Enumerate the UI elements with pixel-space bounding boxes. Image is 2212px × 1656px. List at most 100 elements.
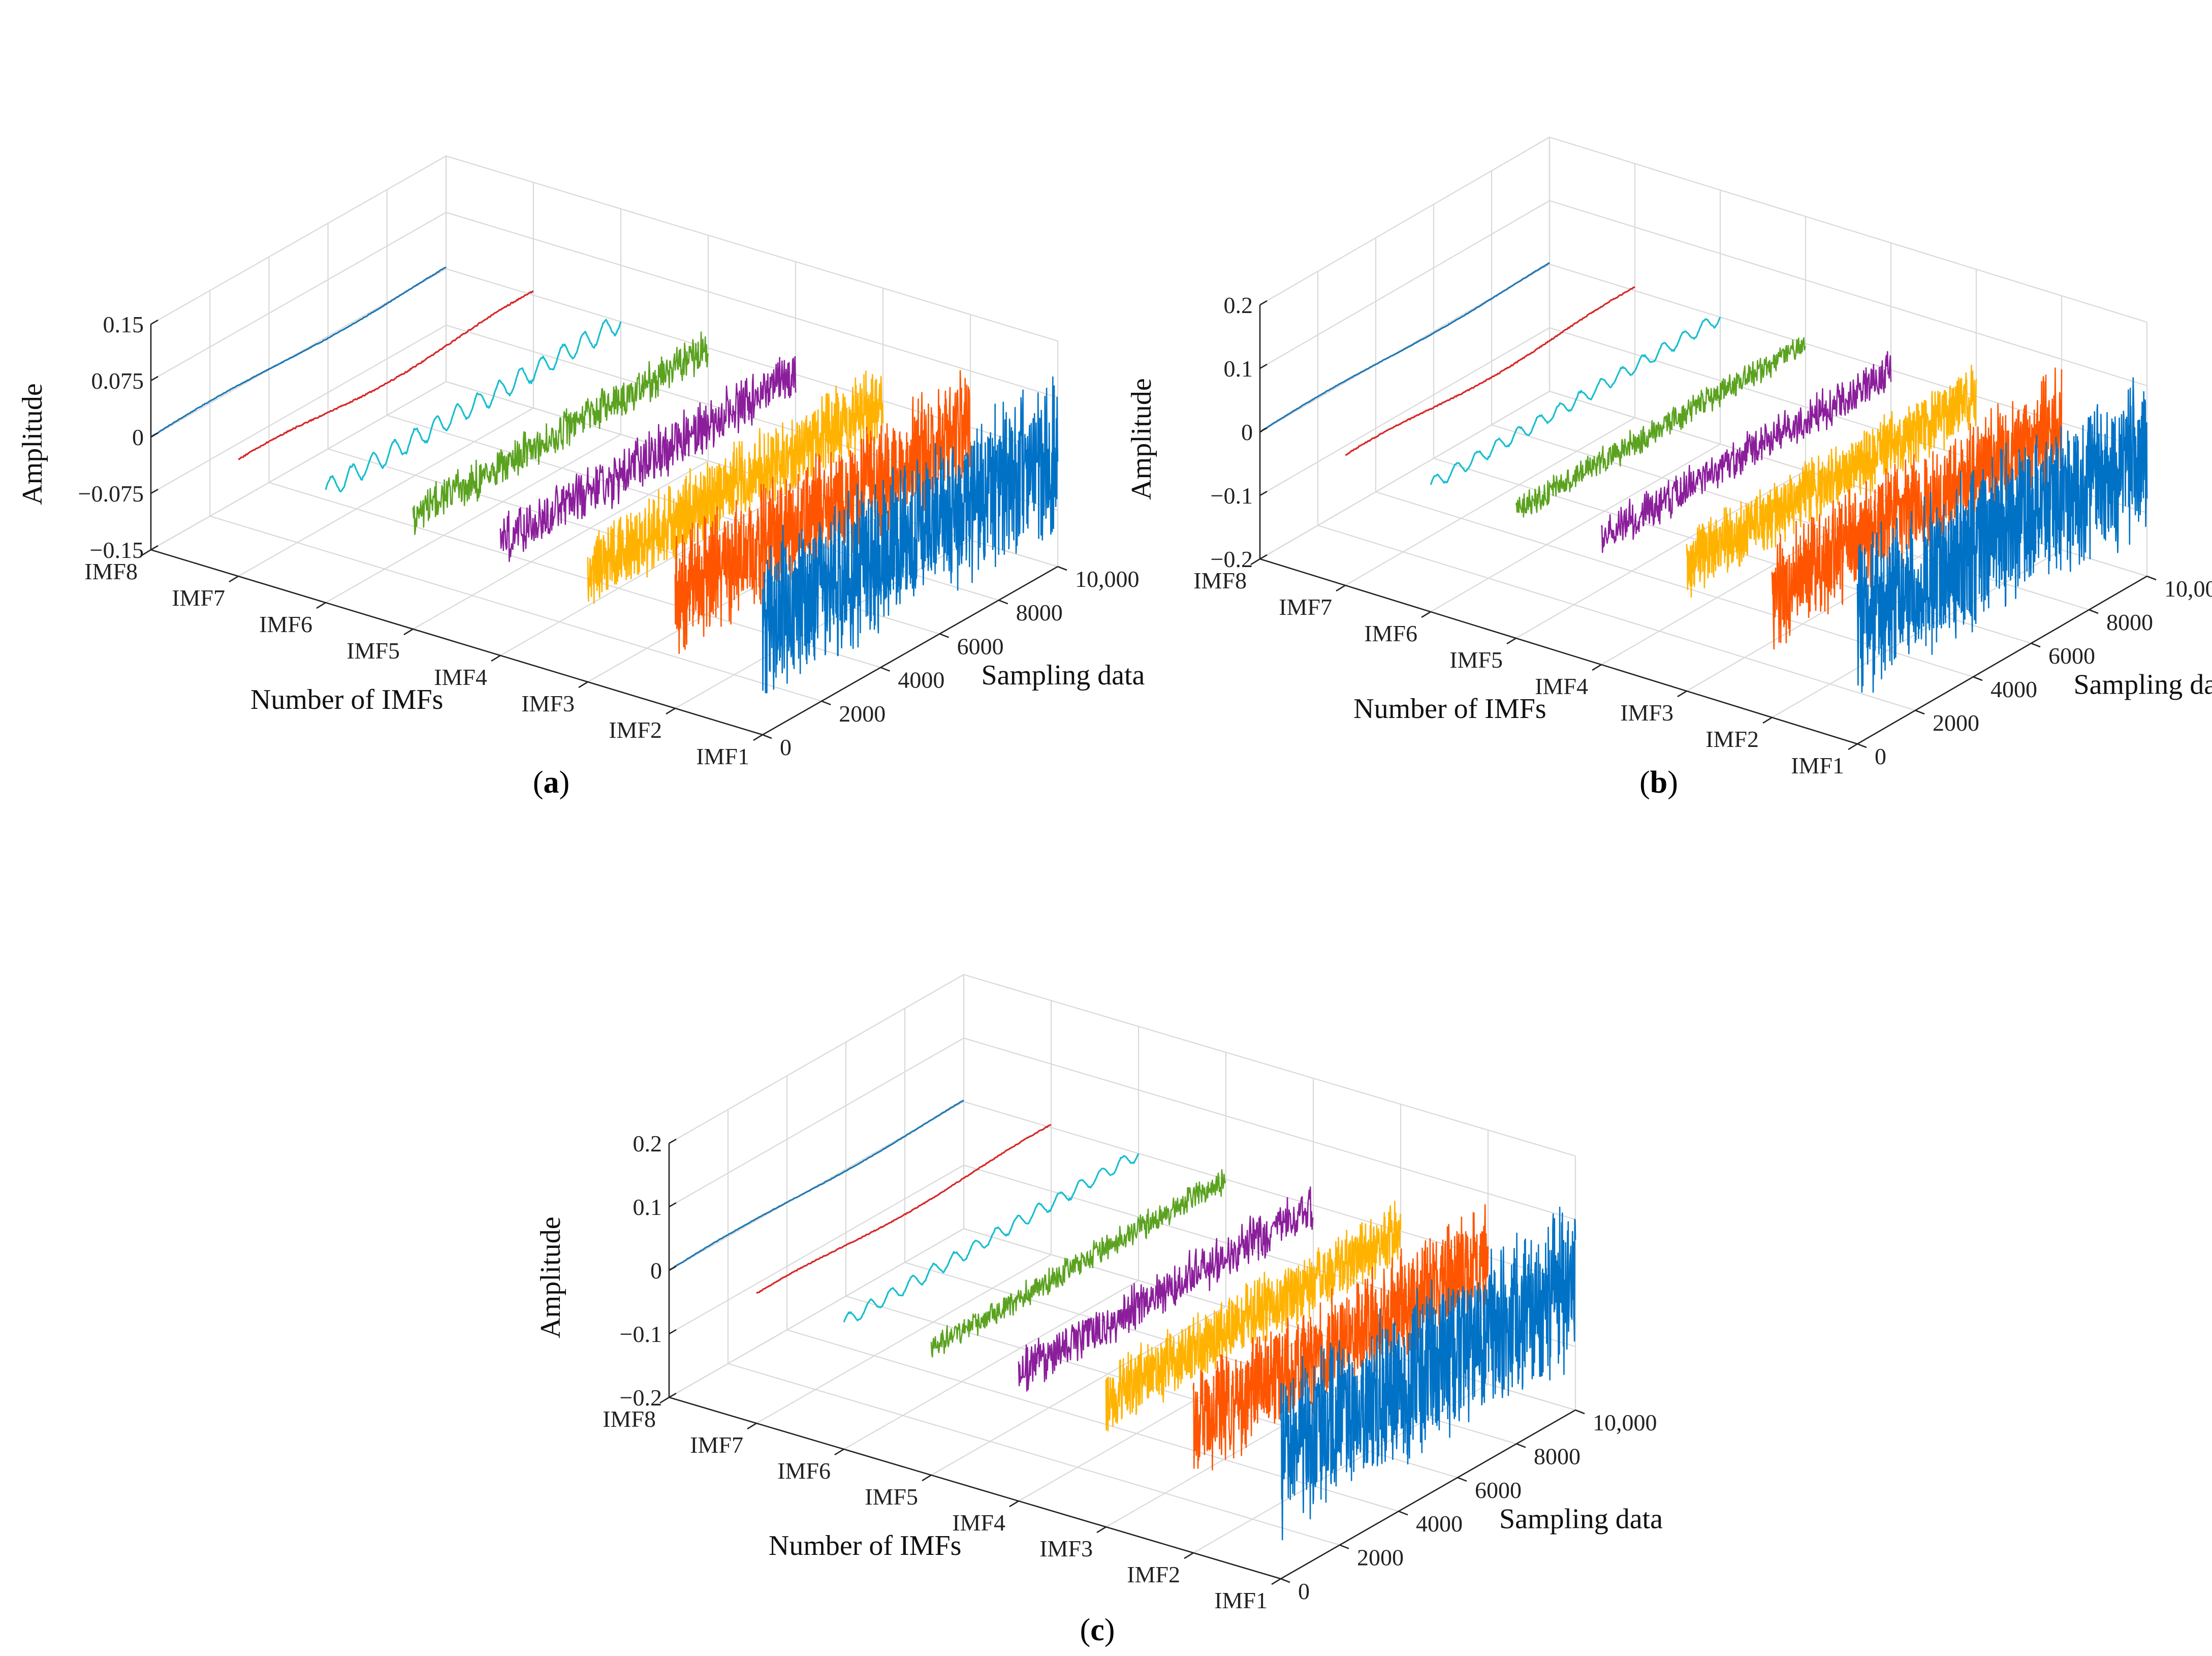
imf-tick (316, 602, 326, 609)
imf-tick (1096, 1526, 1107, 1534)
amplitude-tick (1259, 554, 1268, 560)
sampling-tick-label: 8000 (2106, 609, 2153, 635)
series-line-imf3 (1686, 364, 1977, 598)
imf-tick (1762, 716, 1773, 724)
sampling-tick-label: 4000 (1416, 1511, 1463, 1537)
panel-label-close: ) (1104, 1613, 1115, 1647)
series-line-imf5 (412, 331, 709, 535)
series-line-imf2 (1771, 367, 2063, 650)
sampling-tick-label: 2000 (1933, 710, 1979, 736)
amplitude-tick (150, 488, 159, 494)
imf-tick-label: IMF4 (1535, 673, 1588, 699)
sampling-tick-label: 0 (1875, 743, 1886, 769)
sampling-tick-label: 2000 (1357, 1545, 1404, 1571)
imf-tick (1421, 611, 1431, 618)
amplitude-tick (669, 1329, 677, 1335)
imf-tick-label: IMF1 (1214, 1587, 1268, 1613)
floor-grid-line (756, 1254, 1052, 1424)
amplitude-tick-label: 0.2 (1224, 292, 1253, 318)
amplitude-tick-label: −0.15 (90, 537, 144, 563)
sampling-tick (998, 599, 1008, 605)
panel-label-open: ( (1639, 765, 1650, 800)
sampling-tick-label: 10,000 (1075, 566, 1140, 592)
imf-tick-label: IMF3 (1039, 1536, 1093, 1561)
sampling-tick-label: 6000 (2048, 643, 2095, 669)
imf-axis-title: Number of IMFs (250, 684, 444, 715)
sampling-axis-title: Sampling data (2074, 669, 2212, 701)
imf-tick-label: IMF8 (1193, 568, 1247, 593)
floor-grid-line (325, 434, 621, 603)
imf-tick (1184, 1552, 1194, 1559)
series-line-imf1 (762, 376, 1059, 694)
sampling-tick-label: 0 (780, 734, 792, 760)
panel-label-open: ( (1080, 1613, 1091, 1647)
amplitude-tick (150, 432, 159, 438)
sampling-tick-label: 8000 (1016, 600, 1063, 626)
sampling-tick-label: 2000 (839, 701, 886, 727)
panel-label-close: ) (1667, 765, 1678, 800)
series-line-imf6 (843, 1153, 1140, 1323)
sampling-tick (1457, 1477, 1467, 1482)
imf-axis-title: Number of IMFs (769, 1530, 962, 1561)
amplitude-tick-label: −0.2 (620, 1385, 662, 1411)
sampling-tick (880, 667, 890, 672)
imf-axis (669, 1396, 1281, 1580)
sampling-tick (1516, 1443, 1526, 1448)
panel-label-close: ) (559, 765, 570, 800)
wall-grid-line (1259, 136, 2147, 323)
amplitude-tick (150, 545, 159, 551)
series-line-imf7 (1345, 286, 1635, 456)
sampling-tick-label: 4000 (898, 667, 944, 693)
panel-label: (b) (1639, 765, 1678, 800)
floor-grid-line (1317, 524, 1916, 711)
imf-tick-label: IMF4 (952, 1510, 1005, 1536)
sampling-tick-label: 0 (1298, 1578, 1310, 1604)
imf-tick-label: IMF7 (1279, 594, 1332, 620)
floor-grid-line (843, 1280, 1139, 1450)
amplitude-tick-label: 0 (1241, 419, 1253, 445)
floor-grid-line (238, 408, 534, 577)
series-line-imf8 (669, 1100, 964, 1271)
sampling-axis (1857, 575, 2147, 745)
panel-label: (a) (533, 765, 570, 800)
imf-tick-label: IMF1 (696, 743, 749, 769)
amplitude-tick-label: −0.2 (1211, 546, 1253, 572)
imf-tick-label: IMF5 (865, 1484, 918, 1510)
sampling-tick (1057, 566, 1067, 571)
sampling-tick-label: 10,000 (1593, 1410, 1657, 1435)
imf-tick (1009, 1500, 1019, 1508)
floor-grid-line (500, 487, 796, 656)
wall-grid-line (150, 211, 1058, 398)
imf-tick-label: IMF5 (346, 638, 400, 664)
imf-tick-label: IMF6 (1364, 620, 1417, 646)
amplitude-tick (1259, 363, 1268, 369)
series-line-imf5 (930, 1169, 1226, 1358)
floor-grid-line (1601, 496, 1891, 665)
imf-tick (659, 1396, 670, 1404)
amplitude-axis-title: Amplitude (1126, 378, 1157, 500)
imf-axis (1259, 558, 1858, 745)
series-line-imf2 (1192, 1204, 1489, 1471)
panel-label-open: ( (533, 765, 544, 800)
series-group (669, 1100, 1576, 1541)
amplitude-tick-label: −0.075 (78, 481, 144, 507)
amplitude-tick-label: 0.2 (633, 1131, 662, 1157)
sampling-axis (1280, 1409, 1576, 1580)
imf-tick (141, 549, 151, 556)
series-group (1259, 262, 2148, 693)
amplitude-tick-label: 0.15 (103, 311, 144, 337)
sampling-tick (1339, 1544, 1349, 1549)
sampling-tick (2031, 642, 2041, 648)
amplitude-tick-label: 0.1 (633, 1194, 662, 1220)
floor-grid-line (209, 515, 822, 702)
series-line-imf5 (1515, 337, 1806, 518)
sampling-tick (2089, 609, 2099, 614)
axes: −0.2 −0.1 0 0.1 0.2 IMF8 IMF7 IMF6 IMF5 IMF4 IMF3 I… (535, 1131, 1663, 1613)
series-line-imf3 (587, 370, 884, 604)
sampling-tick (1398, 1510, 1408, 1516)
axes: −0.15 −0.075 0 0.075 0.15 IMF8 IMF7 IMF6 IMF5 IMF… (17, 311, 1145, 769)
series-line-imf8 (150, 266, 447, 438)
series-line-imf4 (1600, 351, 1892, 553)
floor-grid-line (675, 540, 971, 709)
imf-tick (834, 1448, 844, 1456)
